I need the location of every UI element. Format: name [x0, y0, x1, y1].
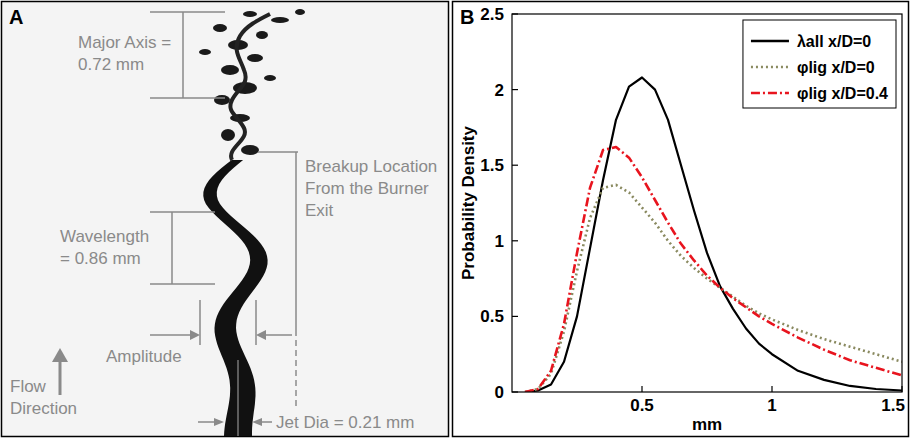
dimension-line	[199, 300, 201, 345]
jet-dia-label: Jet Dia = 0.21 mm	[276, 413, 414, 432]
text-line: Direction	[10, 399, 77, 418]
jet-fragment	[221, 65, 239, 75]
dimension-line	[150, 283, 215, 285]
flow-label: Flow Direction	[10, 377, 77, 418]
text-line: Breakup Location	[305, 157, 437, 176]
y-tick	[512, 165, 518, 166]
text-line: Exit	[305, 201, 334, 220]
dimension-line	[150, 211, 215, 213]
panel-b: B 0 0.5 1 1.5 2 2.5 0.5 1 1.5 mm Probability Densit…	[453, 2, 909, 437]
x-tick-label: 0.5	[630, 396, 654, 415]
series-line	[525, 78, 902, 393]
y-tick	[512, 316, 518, 317]
y-axis-title: Probability Density	[459, 125, 478, 280]
arrow-head	[252, 418, 262, 426]
major-axis-label: Major Axis = 0.72 mm	[78, 33, 171, 74]
dimension-arrow	[150, 334, 192, 336]
dimension-line	[150, 97, 225, 99]
jet-strand-gap	[237, 360, 239, 436]
panel-letter: A	[9, 6, 23, 28]
breakup-label: Breakup Location From the Burner Exit	[305, 157, 437, 220]
jet-fragment	[214, 95, 230, 105]
legend-box	[743, 20, 896, 108]
y-tick-label: 0	[495, 383, 504, 402]
text-line: From the Burner	[305, 179, 429, 198]
jet-fragment	[271, 17, 289, 23]
dimension-line	[255, 300, 257, 345]
y-tick-label: 2.5	[480, 5, 504, 24]
jet	[199, 9, 305, 436]
wavelength-label: Wavelength = 0.86 mm	[60, 227, 149, 268]
flow-arrow	[59, 360, 62, 395]
y-tick-label: 1	[495, 232, 504, 251]
curves	[525, 78, 902, 393]
arrow-head	[190, 330, 200, 340]
legend-label: φlig x/D=0.4	[797, 85, 888, 102]
series-line	[525, 185, 902, 392]
text-line: 0.72 mm	[78, 55, 144, 74]
y-tick	[512, 13, 518, 14]
panel-a: Major Axis = 0.72 mm Wavelength = 0.86 mm Br…	[2, 2, 449, 437]
dimension-line	[150, 11, 225, 13]
y-tick	[512, 391, 518, 392]
jet-fragment	[221, 129, 235, 141]
legend-label: λall x/D=0	[797, 33, 871, 50]
panel-letter: B	[460, 6, 474, 28]
legend-label: φlig x/D=0	[797, 59, 875, 76]
x-tick-label: 1.5	[881, 396, 905, 415]
arrow-head	[52, 348, 68, 362]
legend-swatch	[751, 40, 789, 42]
arrow-head	[214, 418, 224, 426]
y-tick	[512, 240, 518, 241]
x-tick-label: 1	[767, 396, 776, 415]
plot-frame	[512, 14, 902, 392]
y-tick	[512, 89, 518, 90]
jet-fragment	[264, 75, 276, 81]
legend-swatch	[751, 92, 789, 94]
x-tick	[901, 386, 902, 392]
jet-fragment	[243, 11, 257, 17]
text-line: Flow	[10, 377, 47, 396]
dimension-line	[258, 151, 298, 153]
legend-swatch	[751, 66, 789, 68]
jet-fragment	[199, 49, 211, 55]
panel-frame	[2, 2, 449, 437]
legend: λall x/D=0 φlig x/D=0 φlig x/D=0.4	[743, 20, 896, 108]
amplitude-label: Amplitude	[106, 347, 182, 366]
dimension-line	[295, 152, 297, 330]
figure: Major Axis = 0.72 mm Wavelength = 0.86 mm Br…	[0, 0, 910, 440]
y-tick-label: 2	[495, 81, 504, 100]
text-line: = 0.86 mm	[60, 249, 141, 268]
arrow-head	[256, 330, 266, 340]
dimension-arrow	[262, 334, 292, 336]
jet-fragment	[213, 24, 227, 32]
dimension-line	[295, 330, 297, 410]
dimension-line	[182, 12, 184, 98]
jet-column	[203, 160, 267, 436]
jet-fragment	[247, 54, 263, 62]
panel-frame	[453, 2, 909, 437]
jet-fragment	[241, 145, 259, 155]
x-axis-title: mm	[692, 415, 722, 434]
jet-fragment	[256, 31, 268, 39]
text-line: Major Axis =	[78, 33, 171, 52]
dimension-line	[171, 212, 173, 284]
x-tick	[771, 386, 772, 392]
jet-ligament	[230, 14, 270, 160]
text-line: Wavelength	[60, 227, 149, 246]
series-line	[525, 147, 902, 392]
y-tick-label: 1.5	[480, 156, 504, 175]
y-tick-label: 0.5	[480, 307, 504, 326]
x-tick	[641, 386, 642, 392]
jet-fragment	[295, 9, 305, 15]
